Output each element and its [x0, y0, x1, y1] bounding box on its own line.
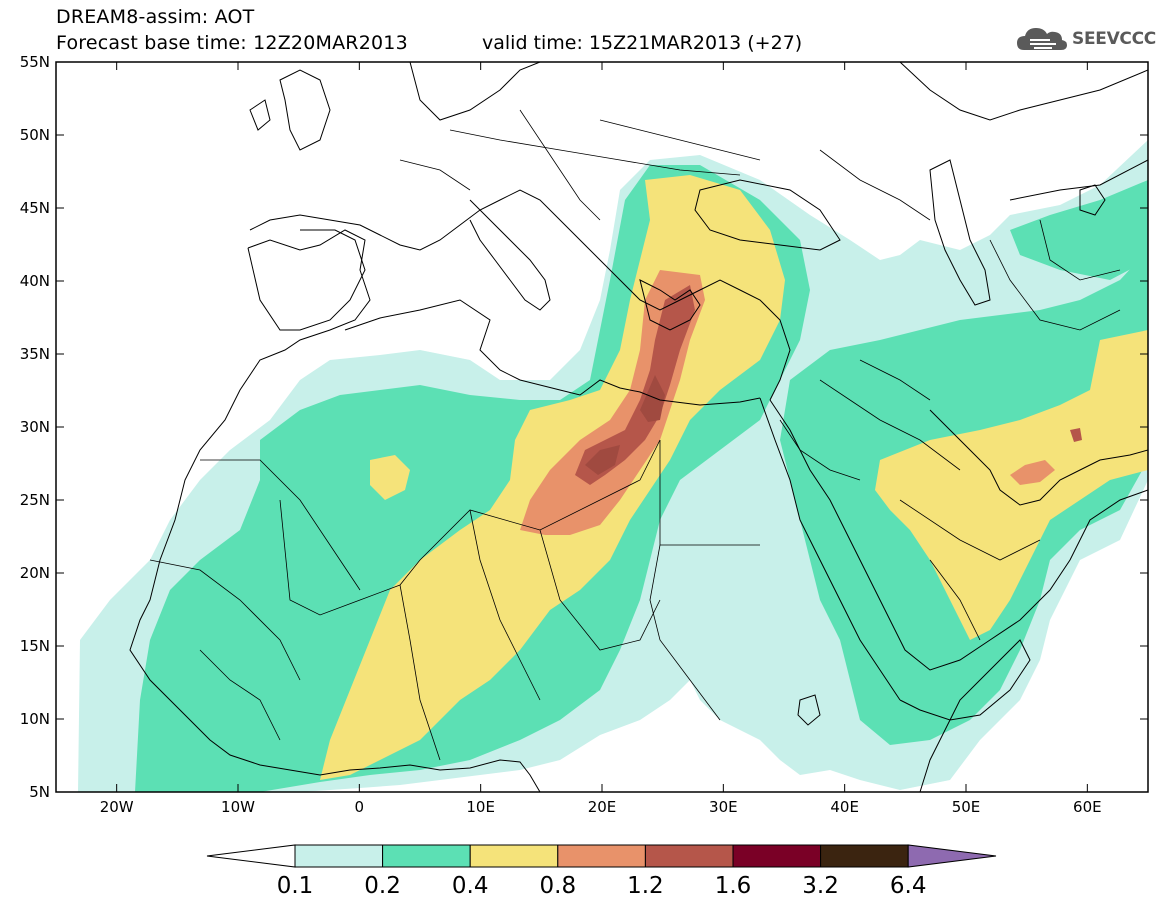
colorbar-bin: [294, 844, 384, 868]
aot-contour-1-6: [585, 375, 665, 475]
lon-label: 60E: [1073, 798, 1102, 816]
aot-field: [78, 140, 1148, 792]
colorbar-bin: [644, 844, 734, 868]
italy: [469, 199, 551, 311]
aot-contour-0-4-ne: [370, 455, 410, 500]
red-sea-west: [759, 397, 901, 701]
colorbar-label: 6.4: [890, 873, 927, 899]
colorbar-label: 0.1: [277, 873, 314, 899]
lat-label: 5N: [29, 783, 50, 801]
longitude-axis: 20W 10W 0 10E 20E 30E 40E 50E 60E: [100, 62, 1102, 816]
seevccc-logo: SEEVCCC: [1016, 24, 1156, 54]
aral-sea: [1079, 184, 1106, 216]
lat-label: 20N: [20, 564, 50, 582]
asia-north: [899, 62, 1148, 121]
colorbar-label: 1.2: [627, 873, 664, 899]
map-title: DREAM8-assim: AOT: [56, 6, 255, 28]
logo-text: SEEVCCC: [1072, 29, 1156, 49]
coastlines: [129, 62, 1148, 792]
colorbar-bin: [820, 844, 909, 868]
caspian-sea: [929, 159, 991, 306]
lat-label: 55N: [20, 53, 50, 71]
forecast-base-time: Forecast base time: 12Z20MAR2013: [56, 32, 408, 54]
colorbar-bin: [732, 844, 822, 868]
colorbar-label: 0.4: [452, 873, 489, 899]
aot-contour-1-2-persian: [1070, 428, 1082, 442]
horn-africa: [899, 639, 1031, 792]
cloud-logo-icon: [1017, 28, 1067, 50]
valid-time: valid time: 15Z21MAR2013 (+27): [482, 32, 803, 54]
black-sea: [694, 179, 841, 251]
colorbar-over-arrow: [907, 844, 997, 868]
colorbar-label: 1.6: [715, 873, 752, 899]
lon-label: 10W: [221, 798, 255, 816]
iberia: [247, 229, 366, 331]
aot-contour-0-4-gulf: [875, 330, 1148, 640]
aegean-islands: [639, 279, 701, 331]
lon-label: 10E: [466, 798, 495, 816]
colorbar-label: 0.2: [364, 873, 401, 899]
lake-victoria: [797, 694, 821, 726]
country-borders: [149, 109, 1121, 761]
colorbar-bin: [469, 844, 559, 868]
aot-contour-0-8-gulf: [1010, 460, 1055, 485]
lat-label: 50N: [20, 126, 50, 144]
aot-contour-1-2: [575, 285, 695, 485]
colorbar-label: 3.2: [802, 873, 839, 899]
red-sea-east: [769, 399, 1148, 671]
lat-label: 30N: [20, 418, 50, 436]
europe-coast: [249, 189, 791, 401]
colorbar-bin: [382, 844, 471, 868]
british-isles: [249, 69, 331, 151]
lon-label: 0: [355, 798, 365, 816]
latitude-axis: 55N 50N 45N 40N 35N 30N 25N 20N 15N 10N 5N: [20, 53, 1148, 801]
africa-coast: [129, 229, 541, 792]
lon-label: 40E: [830, 798, 859, 816]
lat-label: 35N: [20, 345, 50, 363]
colorbar-under-arrow: [206, 844, 296, 868]
arabia-gulf-coast: [929, 409, 1148, 506]
lat-label: 25N: [20, 491, 50, 509]
lon-label: 20E: [588, 798, 617, 816]
colorbar-label: 0.8: [540, 873, 577, 899]
lon-label: 50E: [952, 798, 981, 816]
aot-contour-0-2-north: [1010, 180, 1148, 280]
lon-label: 20W: [100, 798, 134, 816]
colorbar-bin: [557, 844, 646, 868]
lon-label: 30E: [709, 798, 738, 816]
lat-label: 15N: [20, 637, 50, 655]
scandinavia: [409, 62, 541, 121]
lat-label: 10N: [20, 710, 50, 728]
caspian-east: [1009, 159, 1148, 201]
lat-label: 40N: [20, 272, 50, 290]
lat-label: 45N: [20, 199, 50, 217]
north-africa-coast: [344, 299, 761, 406]
